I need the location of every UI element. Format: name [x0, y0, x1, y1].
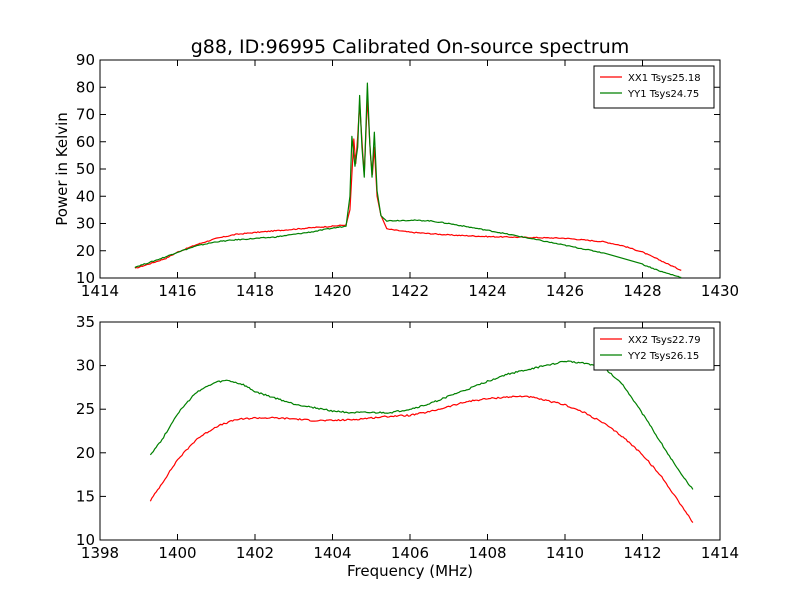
x-tick-label: 1422: [391, 282, 429, 300]
y-tick-label: 40: [76, 187, 95, 205]
legend-label: YY2 Tsys26.15: [627, 351, 699, 362]
legend-box: [593, 65, 715, 109]
x-tick-label: 1408: [468, 544, 506, 562]
legend: XX1 Tsys25.18 YY1 Tsys24.75: [593, 65, 715, 109]
x-tick-label: 1398: [81, 544, 119, 562]
x-tick-label: 1418: [236, 282, 274, 300]
top-y-axis-label: Power in Kelvin: [53, 112, 71, 226]
y-tick-label: 25: [76, 400, 95, 418]
x-tick-label: 1404: [313, 544, 351, 562]
legend-label: YY1 Tsys24.75: [627, 89, 699, 100]
x-tick-label: 1424: [468, 282, 506, 300]
x-tick-label: 1426: [546, 282, 584, 300]
x-tick-label: 1406: [391, 544, 429, 562]
x-tick-label: 1416: [158, 282, 196, 300]
legend-box: [593, 327, 715, 371]
legend-label: XX1 Tsys25.18: [628, 73, 701, 84]
y-tick-label: 30: [76, 357, 95, 375]
y-tick-label: 90: [76, 51, 95, 69]
x-tick-label: 1414: [81, 282, 119, 300]
y-tick-label: 35: [76, 313, 95, 331]
top-panel: Power in Kelvin 1414 1416 1418 1420 1422 1424…: [53, 51, 739, 300]
legend: XX2 Tsys22.79 YY2 Tsys26.15: [593, 327, 715, 371]
x-tick-label: 1400: [158, 544, 196, 562]
x-tick-label: 1412: [623, 544, 661, 562]
y-tick-label: 50: [76, 160, 95, 178]
series-line-yy: [134, 82, 682, 279]
y-tick-label: 80: [76, 78, 95, 96]
series-line-xx: [149, 395, 694, 523]
x-tick-label: 1414: [701, 544, 739, 562]
chart-title: g88, ID:96995 Calibrated On-source spect…: [191, 36, 630, 58]
y-tick-label: 70: [76, 106, 95, 124]
x-tick-label: 1410: [546, 544, 584, 562]
x-tick-label: 1402: [236, 544, 274, 562]
y-tick-label: 30: [76, 215, 95, 233]
x-tick-label: 1430: [701, 282, 739, 300]
series-line-xx: [134, 97, 682, 271]
y-tick-label: 15: [76, 487, 95, 505]
legend-label: XX2 Tsys22.79: [628, 335, 701, 346]
x-tick-label: 1428: [623, 282, 661, 300]
y-tick-label: 10: [76, 269, 95, 287]
y-tick-label: 20: [76, 242, 95, 260]
x-tick-label: 1420: [313, 282, 351, 300]
bottom-x-axis-label: Frequency (MHz): [347, 562, 473, 580]
y-tick-label: 10: [76, 531, 95, 549]
y-tick-label: 60: [76, 133, 95, 151]
y-tick-label: 20: [76, 444, 95, 462]
bottom-panel: Frequency (MHz) 1398 1400 1402 1404 1406 1408…: [76, 313, 739, 580]
